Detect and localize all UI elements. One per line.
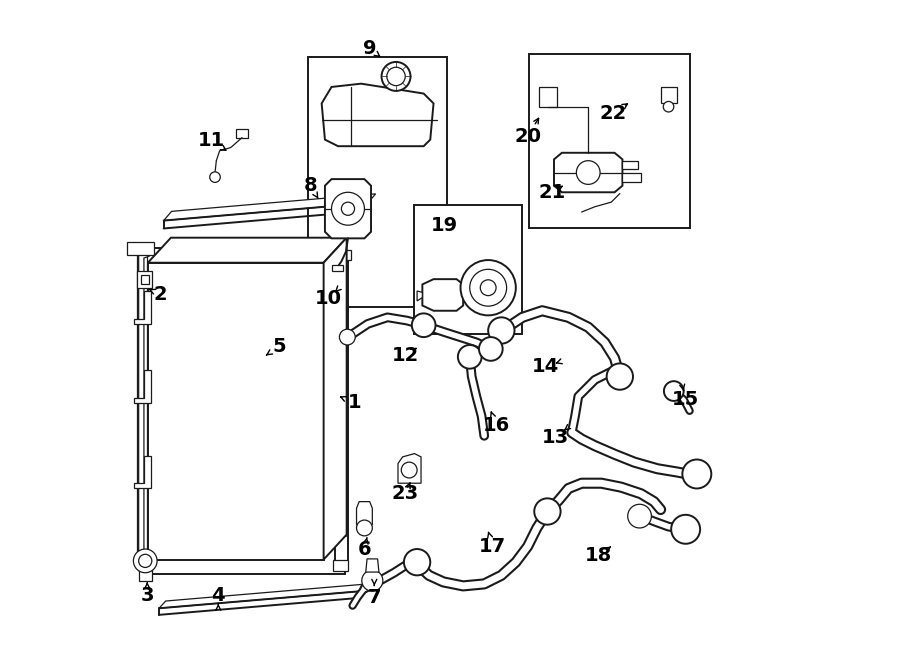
Circle shape [339,329,356,345]
Circle shape [470,269,507,306]
Polygon shape [164,194,375,221]
Polygon shape [128,242,154,254]
Polygon shape [623,173,641,182]
Circle shape [362,570,382,591]
Text: 19: 19 [431,215,458,235]
Polygon shape [554,153,623,192]
Polygon shape [138,249,148,561]
Circle shape [461,260,516,315]
Polygon shape [140,274,149,284]
Text: 5: 5 [272,338,285,356]
Polygon shape [331,264,344,271]
Text: 8: 8 [303,176,318,195]
Bar [309,58,446,307]
Text: 10: 10 [315,290,342,309]
Text: 23: 23 [392,485,418,503]
Polygon shape [398,453,421,483]
Polygon shape [623,161,637,169]
Circle shape [627,504,652,528]
Circle shape [535,498,561,525]
Polygon shape [661,87,677,103]
Text: 18: 18 [584,546,612,565]
Circle shape [139,555,152,567]
Polygon shape [331,250,351,260]
Text: 11: 11 [198,132,225,151]
Circle shape [682,459,711,488]
Polygon shape [138,271,152,288]
Circle shape [401,462,417,478]
Text: 12: 12 [392,346,419,365]
Polygon shape [159,584,368,608]
Bar [414,206,522,334]
Text: 9: 9 [363,39,376,58]
Circle shape [133,549,158,572]
Circle shape [607,364,633,390]
Polygon shape [365,559,379,572]
Circle shape [341,202,355,215]
Polygon shape [134,291,150,324]
Circle shape [458,345,482,369]
Circle shape [481,280,496,295]
Circle shape [356,520,373,536]
Text: 21: 21 [538,183,565,202]
Text: 2: 2 [154,285,167,304]
Polygon shape [356,502,373,525]
Text: 13: 13 [542,428,569,447]
Polygon shape [236,129,248,137]
Bar [139,567,152,580]
Bar [148,262,324,560]
Text: 1: 1 [347,393,362,412]
Bar [148,249,345,574]
Polygon shape [417,291,422,301]
Polygon shape [139,250,149,572]
Text: 20: 20 [514,127,541,146]
Text: 17: 17 [479,537,507,556]
Circle shape [331,192,364,225]
Text: 6: 6 [357,539,371,559]
Polygon shape [148,238,346,262]
Polygon shape [333,560,348,570]
Text: 3: 3 [140,586,154,605]
Text: 14: 14 [532,357,559,376]
Circle shape [488,317,515,344]
Text: 15: 15 [672,390,699,409]
Polygon shape [134,455,150,488]
Text: 7: 7 [367,588,381,607]
Text: 16: 16 [482,416,509,436]
Circle shape [663,101,674,112]
Polygon shape [325,179,371,239]
Circle shape [387,67,405,86]
Text: 22: 22 [599,104,627,123]
Polygon shape [134,370,150,403]
Circle shape [382,62,410,91]
Polygon shape [324,238,346,560]
Circle shape [479,337,503,361]
Bar [529,54,690,229]
Circle shape [671,515,700,544]
Polygon shape [539,87,556,106]
Circle shape [412,313,436,337]
Circle shape [576,161,600,184]
Circle shape [404,549,430,575]
Text: 4: 4 [212,586,225,605]
Polygon shape [422,279,464,311]
Polygon shape [321,84,434,146]
Circle shape [210,172,220,182]
Polygon shape [335,261,348,561]
Circle shape [664,381,684,401]
